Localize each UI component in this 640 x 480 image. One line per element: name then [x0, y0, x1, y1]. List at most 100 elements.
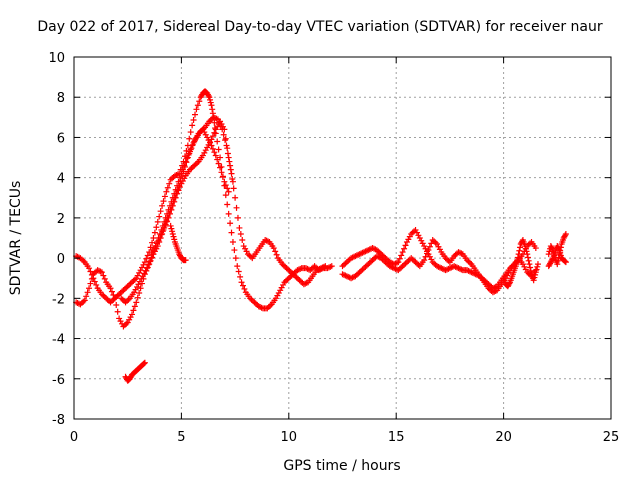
- data-points-layer: [73, 88, 569, 384]
- data-point: [185, 151, 192, 158]
- y-tick-label: 0: [57, 252, 65, 267]
- data-point: [144, 265, 151, 272]
- data-point: [158, 231, 165, 238]
- data-point: [235, 268, 242, 275]
- data-point: [181, 162, 188, 169]
- data-point: [189, 141, 196, 148]
- data-point: [136, 289, 143, 296]
- data-point: [151, 229, 158, 236]
- data-point: [222, 135, 229, 142]
- data-point: [221, 178, 228, 185]
- data-point: [224, 145, 231, 152]
- data-point: [178, 170, 185, 177]
- data-point: [187, 129, 194, 136]
- data-point: [234, 263, 241, 270]
- data-point: [233, 204, 240, 211]
- data-point: [176, 174, 183, 181]
- data-point: [169, 202, 176, 209]
- data-point: [207, 96, 214, 103]
- data-point: [97, 268, 104, 275]
- data-point: [227, 162, 234, 169]
- data-point: [144, 264, 151, 271]
- data-point: [525, 257, 532, 264]
- data-point: [322, 263, 329, 270]
- data-point: [234, 214, 241, 221]
- data-point: [523, 248, 530, 255]
- data-point: [164, 218, 171, 225]
- data-point: [226, 158, 233, 165]
- data-point: [222, 192, 229, 199]
- data-point: [327, 263, 334, 270]
- data-point: [212, 152, 219, 159]
- data-point: [98, 269, 105, 276]
- data-point: [141, 359, 148, 366]
- data-point: [86, 285, 93, 292]
- data-point: [156, 213, 163, 220]
- data-point: [156, 235, 163, 241]
- data-point: [183, 147, 190, 154]
- data-point: [325, 264, 332, 271]
- data-point: [184, 154, 191, 161]
- data-point: [148, 255, 155, 262]
- data-point: [218, 169, 225, 176]
- data-point: [194, 102, 201, 109]
- data-point: [175, 187, 182, 194]
- data-point: [166, 180, 173, 187]
- y-tick-label: -2: [52, 292, 65, 307]
- data-point: [426, 243, 433, 250]
- data-point: [555, 245, 562, 252]
- data-point: [193, 106, 200, 113]
- data-point: [506, 280, 513, 287]
- data-point: [108, 288, 115, 295]
- data-point: [206, 94, 213, 101]
- y-tick-label: 10: [48, 51, 65, 66]
- data-point: [514, 254, 521, 261]
- data-point: [263, 237, 270, 244]
- data-point: [159, 228, 166, 235]
- data-point: [168, 206, 175, 213]
- data-point: [211, 119, 218, 126]
- data-point: [237, 273, 244, 280]
- data-point: [150, 235, 157, 241]
- data-point: [165, 214, 172, 221]
- data-point: [227, 220, 234, 227]
- data-point: [515, 251, 522, 258]
- data-point: [220, 131, 227, 138]
- data-point: [160, 198, 167, 205]
- data-point: [209, 106, 216, 113]
- data-point: [532, 269, 539, 276]
- data-point: [557, 249, 564, 256]
- data-point: [87, 280, 94, 287]
- data-point: [205, 92, 212, 99]
- data-point: [224, 150, 231, 157]
- data-point: [147, 257, 154, 264]
- data-point: [149, 239, 156, 246]
- data-point: [527, 267, 534, 274]
- data-point: [237, 230, 244, 237]
- data-point: [111, 295, 118, 302]
- data-point: [171, 198, 178, 205]
- y-tick-label: -8: [52, 413, 65, 428]
- data-point: [214, 138, 221, 145]
- data-point: [522, 245, 529, 252]
- data-point: [143, 255, 150, 262]
- data-point: [532, 245, 539, 252]
- data-point: [84, 289, 91, 296]
- data-point: [209, 110, 216, 117]
- data-point: [227, 166, 234, 173]
- data-point: [422, 253, 429, 260]
- data-point: [186, 135, 193, 142]
- data-point: [224, 185, 231, 192]
- data-point: [208, 136, 215, 143]
- data-point: [270, 245, 277, 252]
- data-point: [421, 257, 428, 264]
- data-point: [137, 285, 144, 292]
- y-tick-label: -4: [52, 333, 65, 348]
- data-point: [174, 182, 181, 189]
- data-point: [217, 164, 224, 171]
- data-point: [555, 257, 562, 264]
- data-point: [225, 210, 232, 217]
- data-point: [145, 261, 152, 268]
- data-point: [517, 244, 524, 251]
- data-point: [534, 261, 541, 268]
